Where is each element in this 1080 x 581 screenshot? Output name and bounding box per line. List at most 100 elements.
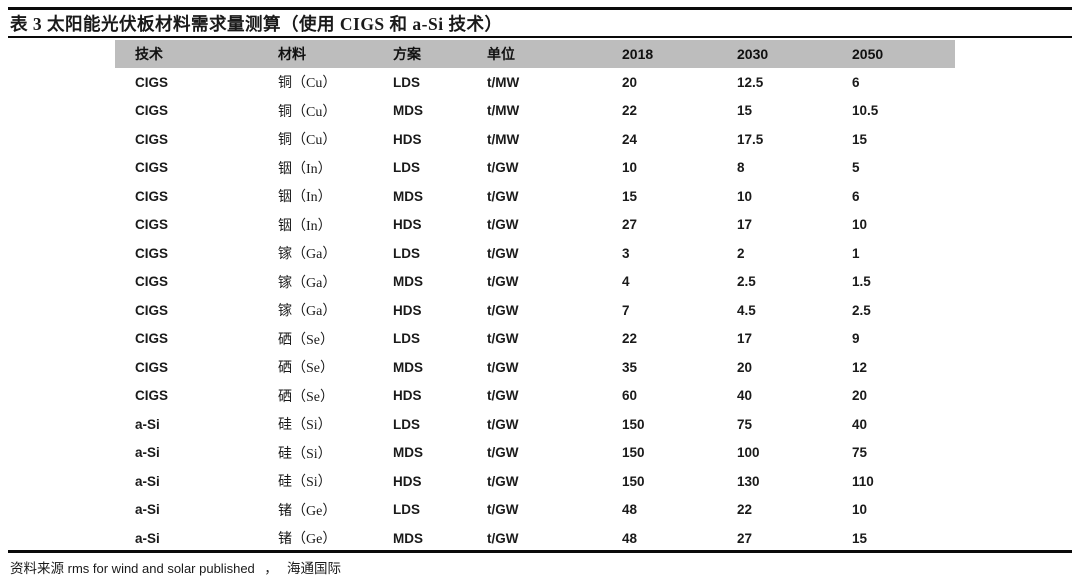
table-row: CIGS 铟（In） HDS t/GW 27 17 10 (115, 211, 955, 240)
table-row: a-Si 锗（Ge） MDS t/GW 48 27 15 (115, 524, 955, 553)
table-cell: 镓（Ga） (278, 247, 337, 263)
column-header: 2018 (622, 46, 654, 62)
table-cell: 75 (852, 445, 868, 461)
table-cell: 15 (852, 131, 868, 147)
table-cell: 硒（Se） (278, 332, 334, 348)
materials-demand-table: 技术 材料 方案 单位 2018 2030 2050 CIGS 铜（Cu） LDS t/MW 20 1… (115, 40, 955, 553)
table-row: CIGS 镓（Ga） MDS t/GW 4 2.5 1.5 (115, 268, 955, 297)
table-cell: 27 (737, 530, 753, 546)
table-cell: 镓（Ga） (278, 304, 337, 320)
table-cell: 铜（Cu） (278, 104, 337, 120)
table-cell: 110 (852, 473, 874, 489)
table-cell: 6 (852, 74, 860, 90)
source-label: 资料来源 (10, 561, 64, 576)
table-cell: 硅（Si） (278, 418, 332, 434)
table-cell: 2.5 (852, 302, 871, 318)
table-row: CIGS 镓（Ga） HDS t/GW 7 4.5 2.5 (115, 296, 955, 325)
table-cell: 铟（In） (278, 190, 332, 206)
column-header: 材料 (278, 46, 306, 62)
table-cell: 铜（Cu） (278, 76, 337, 92)
table-header-row: 技术 材料 方案 单位 2018 2030 2050 (115, 40, 955, 68)
table-cell: 27 (622, 217, 638, 233)
table-cell: a-Si (135, 473, 160, 489)
table-cell: LDS (393, 331, 420, 347)
table-cell: 2 (737, 245, 745, 261)
title-separator-rule (8, 36, 1072, 38)
table-cell: 锗（Ge） (278, 503, 337, 519)
table-cell: t/GW (487, 502, 519, 518)
table-cell: MDS (393, 359, 423, 375)
table-cell: 硒（Se） (278, 361, 334, 377)
table-row: a-Si 硅（Si） LDS t/GW 150 75 40 (115, 410, 955, 439)
table-cell: 17.5 (737, 131, 764, 147)
table-cell: 硒（Se） (278, 389, 334, 405)
table-cell: a-Si (135, 416, 160, 432)
table-cell: 20 (852, 388, 868, 404)
table-cell: HDS (393, 217, 422, 233)
table-row: CIGS 铜（Cu） HDS t/MW 24 17.5 15 (115, 125, 955, 154)
table-cell: 15 (622, 188, 638, 204)
top-rule (8, 7, 1072, 10)
column-header: 2050 (852, 46, 884, 62)
table-cell: t/MW (487, 131, 520, 147)
table-cell: 10.5 (852, 103, 879, 119)
column-header: 2030 (737, 46, 769, 62)
table-cell: LDS (393, 416, 420, 432)
table-cell: 100 (737, 445, 760, 461)
table-cell: t/GW (487, 331, 519, 347)
table-cell: CIGS (135, 302, 169, 318)
table-cell: 12 (852, 359, 868, 375)
table-cell: 48 (622, 502, 638, 518)
table-row: CIGS 硒（Se） LDS t/GW 22 17 9 (115, 325, 955, 354)
table-cell: t/GW (487, 188, 519, 204)
table-cell: a-Si (135, 445, 160, 461)
table-body: CIGS 铜（Cu） LDS t/MW 20 12.5 6 CIGS 铜（Cu） MDS t/MW 2… (115, 68, 955, 553)
table-cell: 4.5 (737, 302, 756, 318)
table-cell: 40 (852, 416, 868, 432)
table-cell: 10 (852, 502, 868, 518)
table-cell: 22 (622, 103, 638, 119)
table-cell: CIGS (135, 131, 169, 147)
source-text-en: rms for wind and solar published (67, 561, 255, 576)
table-cell: HDS (393, 388, 422, 404)
table-cell: 6 (852, 188, 860, 204)
table-cell: t/MW (487, 74, 520, 90)
table-cell: t/GW (487, 473, 519, 489)
table-cell: 22 (737, 502, 753, 518)
table-cell: MDS (393, 445, 423, 461)
table-cell: 1.5 (852, 274, 871, 290)
table-cell: CIGS (135, 331, 169, 347)
table-cell: CIGS (135, 274, 169, 290)
table-cell: 20 (622, 74, 638, 90)
table-cell: 锗（Ge） (278, 532, 337, 548)
page-title: 表 3 太阳能光伏板材料需求量测算（使用 CIGS 和 a-Si 技术） (10, 14, 503, 34)
table-cell: LDS (393, 245, 420, 261)
table-cell: MDS (393, 188, 423, 204)
table-cell: t/GW (487, 302, 519, 318)
table-cell: MDS (393, 530, 423, 546)
table-cell: t/GW (487, 388, 519, 404)
table-cell: 35 (622, 359, 638, 375)
table-row: CIGS 铜（Cu） MDS t/MW 22 15 10.5 (115, 97, 955, 126)
table-cell: 10 (737, 188, 753, 204)
table-cell: 7 (622, 302, 630, 318)
table-cell: 5 (852, 160, 860, 176)
table-row: CIGS 硒（Se） HDS t/GW 60 40 20 (115, 382, 955, 411)
table-cell: t/GW (487, 530, 519, 546)
column-header: 方案 (393, 46, 421, 62)
table-cell: 硅（Si） (278, 446, 332, 462)
table-cell: LDS (393, 74, 420, 90)
table-cell: 铟（In） (278, 218, 332, 234)
table-row: a-Si 锗（Ge） LDS t/GW 48 22 10 (115, 496, 955, 525)
bottom-rule (8, 550, 1072, 553)
table-cell: 22 (622, 331, 638, 347)
table-row: a-Si 硅（Si） HDS t/GW 150 130 110 (115, 467, 955, 496)
table-cell: a-Si (135, 530, 160, 546)
table-cell: 17 (737, 331, 753, 347)
table-cell: 9 (852, 331, 860, 347)
table-cell: t/GW (487, 245, 519, 261)
table-cell: 10 (852, 217, 868, 233)
table-cell: CIGS (135, 103, 169, 119)
table-cell: CIGS (135, 388, 169, 404)
table-cell: CIGS (135, 217, 169, 233)
